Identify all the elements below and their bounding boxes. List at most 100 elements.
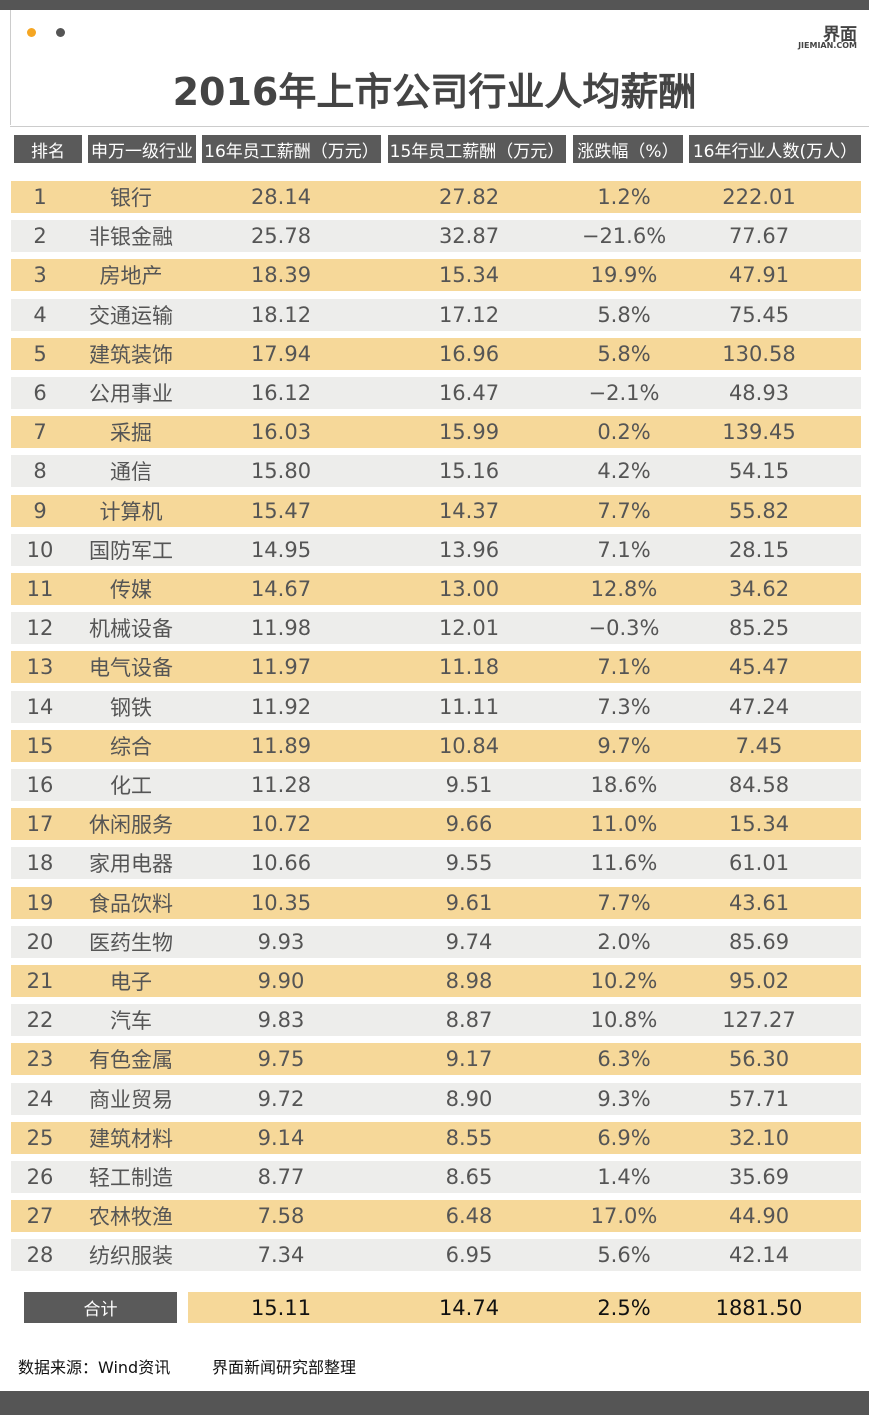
table-cell: 11.11: [438, 694, 500, 719]
table-cell: 8.90: [445, 1086, 493, 1111]
table-cell: 5.8%: [597, 341, 651, 366]
table-cell: 25.78: [250, 224, 312, 249]
table-cell: 9.90: [257, 969, 305, 993]
table-cell: 6.9%: [597, 1125, 651, 1150]
table-cell: 6: [33, 381, 47, 405]
table-cell: 1: [33, 185, 47, 209]
table-cell: 2.0%: [597, 929, 651, 954]
table-cell: 机械设备: [89, 617, 173, 642]
table-cell: 26: [26, 1165, 54, 1189]
table-cell: 17.12: [438, 302, 500, 327]
table-cell: 国防军工: [89, 538, 173, 563]
table-cell: 17.0%: [590, 1204, 658, 1229]
logo: 界面: [823, 25, 857, 45]
row-background: [11, 612, 861, 645]
table-cell: 9.66: [445, 812, 493, 837]
table-cell: 61.01: [728, 851, 790, 876]
row-background: [11, 220, 861, 253]
table-cell: 综合: [110, 734, 152, 759]
total-label: 合计: [24, 1292, 177, 1323]
table-cell: 130.58: [722, 341, 796, 366]
table-cell: 建筑装饰: [89, 342, 173, 367]
table-cell: 20: [26, 929, 54, 954]
table-cell: 27.82: [438, 185, 500, 209]
credit: 界面新闻研究部整理: [212, 1358, 357, 1377]
table-cell: 13.00: [438, 577, 500, 601]
table-cell: 5.8%: [597, 302, 651, 327]
row-background: [11, 494, 861, 527]
table-cell: 11.98: [250, 616, 312, 641]
table-cell: 28.15: [728, 537, 790, 562]
table-cell: 10.66: [250, 851, 312, 876]
table-cell: 7: [33, 420, 47, 445]
source: 数据来源：Wind资讯: [18, 1358, 171, 1377]
table-cell: 16.12: [250, 381, 312, 405]
table-cell: 1.4%: [597, 1165, 651, 1189]
table-cell: 11.18: [438, 655, 500, 680]
table-cell: 电气设备: [89, 656, 173, 681]
column-header: 排名: [14, 135, 82, 163]
table-cell: 10.35: [250, 890, 312, 915]
table-cell: 家用电器: [89, 852, 173, 877]
logo-url: JIEMIAN.COM: [798, 41, 857, 50]
table-cell: −21.6%: [581, 224, 667, 249]
table-cell: 42.14: [728, 1243, 790, 1268]
table-cell: 10.72: [250, 812, 312, 837]
table-cell: 15.99: [438, 420, 500, 445]
table-cell: 139.45: [722, 420, 796, 445]
table-cell: 7.34: [257, 1243, 305, 1268]
table-cell: 34.62: [728, 577, 790, 601]
table-cell: 48.93: [728, 381, 790, 405]
table-cell: 9.3%: [597, 1086, 651, 1111]
table-cell: 公用事业: [89, 382, 173, 406]
table-cell: 23: [26, 1047, 54, 1072]
row-background: [11, 259, 861, 292]
table-cell: 44.90: [728, 1204, 790, 1229]
row-background: [11, 455, 861, 488]
row-background: [11, 1043, 861, 1076]
table-cell: 4.2%: [597, 459, 651, 484]
table-cell: 54.15: [728, 459, 790, 484]
table-cell: 47.91: [728, 263, 790, 288]
table-cell: 9.7%: [597, 733, 651, 758]
row-background: [11, 1239, 861, 1272]
table-cell: 轻工制造: [89, 1166, 173, 1190]
row-background: [11, 808, 861, 841]
table-cell: 75.45: [728, 302, 790, 327]
table-cell: 7.45: [735, 733, 783, 758]
table-cell: 9.55: [445, 851, 493, 876]
table-cell: 45.47: [728, 655, 790, 680]
table-cell: 95.02: [728, 969, 790, 993]
table-cell: 商业贸易: [89, 1087, 173, 1112]
row-background: [11, 1121, 861, 1154]
table-cell: 16.03: [250, 420, 312, 445]
table-cell: 15: [26, 733, 54, 758]
table-cell: 10: [26, 537, 54, 562]
table-cell: 7.7%: [597, 890, 651, 915]
table-cell: 通信: [110, 460, 152, 485]
table-cell: 6.95: [445, 1243, 493, 1268]
row-background: [11, 181, 861, 213]
table-cell: 9.83: [257, 1008, 305, 1033]
table-cell: 7.1%: [597, 655, 651, 680]
table-cell: 6.3%: [597, 1047, 651, 1072]
table-cell: 47.24: [728, 694, 790, 719]
table-cell: 11.89: [250, 733, 312, 758]
table-cell: 127.27: [722, 1008, 796, 1033]
table-cell: 8: [33, 459, 47, 484]
row-background: [11, 1004, 861, 1037]
table-cell: 18.12: [250, 302, 312, 327]
table-cell: 28: [26, 1243, 54, 1268]
table-cell: 化工: [110, 774, 152, 798]
table-cell: 11.0%: [590, 812, 658, 837]
table-cell: 4: [33, 302, 47, 327]
table-cell: 房地产: [99, 264, 163, 289]
total-cell: 14.74: [438, 1295, 500, 1320]
table-cell: 18: [26, 851, 54, 876]
table-cell: 16.47: [438, 381, 500, 405]
table-cell: 11.28: [250, 773, 312, 797]
total-cell: 15.11: [250, 1295, 312, 1320]
table-cell: 13.96: [438, 537, 500, 562]
table-cell: 17.94: [250, 341, 312, 366]
